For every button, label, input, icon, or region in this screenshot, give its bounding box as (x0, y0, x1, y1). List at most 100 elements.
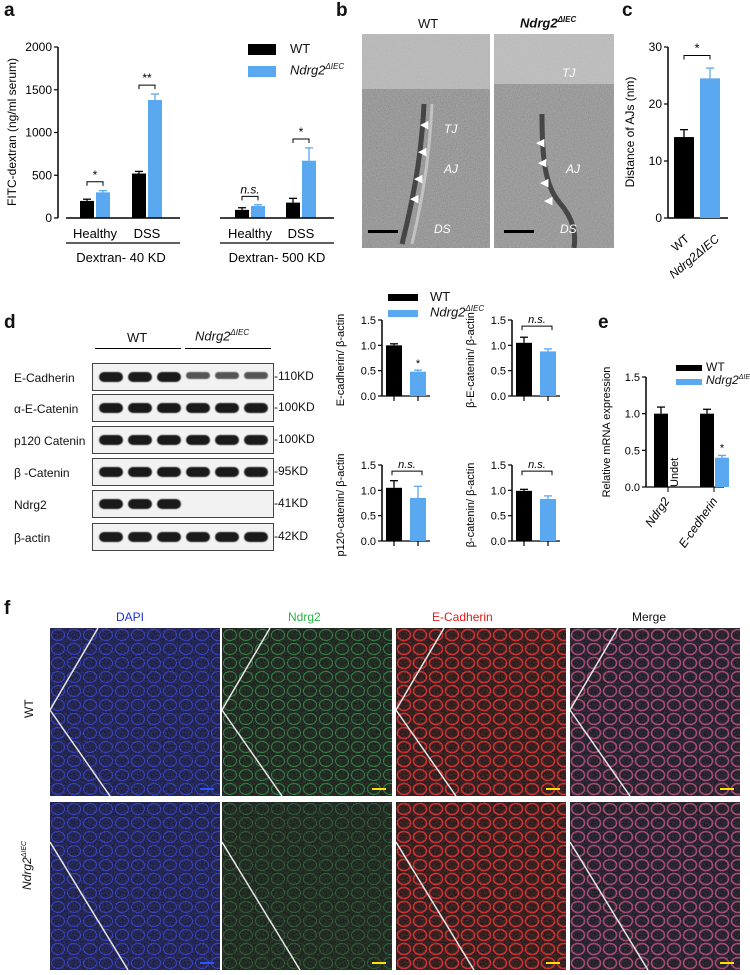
arrowhead-icon: ◀ (418, 146, 427, 158)
legend-ko-label: Ndrg2ΔIEC (290, 62, 345, 78)
legend-wt-label: WT (290, 41, 311, 56)
y-axis-label: p120-catenin/ β-actin (335, 454, 347, 557)
significance-bracket (138, 84, 156, 90)
y-tick-label: 0.0 (361, 536, 376, 548)
y-tick-label: 0.5 (361, 366, 376, 378)
bar-wt (674, 137, 694, 218)
arrowhead-icon: ◀ (420, 119, 429, 131)
blot-band (157, 435, 181, 445)
panel-label-c: c (622, 0, 633, 21)
blot-band (186, 372, 210, 379)
y-tick-label: 0.5 (361, 511, 376, 523)
significance-bracket (86, 181, 104, 186)
significance-label: * (416, 358, 421, 370)
if-row-wt: WT (22, 699, 36, 718)
significance-label: n.s. (240, 182, 259, 196)
x-category-label: Healthy (228, 226, 273, 241)
western-blot: WT Ndrg2ΔIEC E-Cadherin -110KD α-E-Catenin… (0, 320, 330, 580)
legend-wt-swatch (248, 44, 276, 55)
group-label-500: Dextran- 500 KD (229, 250, 326, 265)
if-col-dapi: DAPI (116, 610, 145, 624)
blot-group-wt: WT (127, 330, 148, 345)
bar-ko-1 (148, 100, 162, 218)
if-image-wt-ndrg2 (222, 628, 392, 796)
blot-band (157, 532, 181, 542)
significance-label: n.s. (528, 459, 546, 471)
y-tick-label: 30 (649, 40, 663, 54)
y-tick-label: 1.0 (361, 485, 376, 497)
em-image-wt: TJ AJ DS ◀ ◀ ◀ ◀ (362, 34, 490, 248)
em-ko-ds: DS (560, 222, 577, 236)
blot-band (186, 467, 210, 477)
blot-band (99, 467, 123, 477)
y-tick-label: 0.5 (491, 366, 506, 378)
panel-label-e: e (598, 312, 609, 333)
chart-d3: 0.0 0.5 1.0 1.5 p120-catenin/ β-actin n.s. (335, 454, 430, 557)
y-tick-label: 1.5 (625, 372, 640, 384)
y-tick-label: 0.0 (491, 536, 506, 548)
blot-band (99, 372, 123, 382)
bar-wt-2 (235, 209, 249, 218)
blot-size-label: -100KD (274, 400, 315, 414)
y-axis-label: β-E-catenin/ β-actin (465, 312, 477, 408)
bar-ko-1 (715, 457, 729, 487)
blot-band (244, 467, 268, 477)
legend-e-ko-swatch (676, 379, 702, 385)
blot-lane-strip (92, 363, 274, 391)
bar-ko (700, 78, 720, 218)
y-tick-label: 1.5 (491, 460, 506, 472)
bar-ko-3 (302, 160, 316, 218)
y-tick-label: 0.5 (625, 445, 640, 457)
bar-ko (540, 351, 556, 396)
bar-ko (410, 497, 426, 541)
arrowhead-icon: ◀ (536, 137, 545, 149)
legend-d: WT Ndrg2ΔIEC (388, 289, 498, 320)
legend-a: WT Ndrg2ΔIEC (248, 40, 344, 80)
arrowhead-icon: ◀ (410, 193, 419, 205)
blot-size-label: -100KD (274, 432, 315, 446)
significance-label: n.s. (528, 314, 546, 326)
arrowhead-icon: ◀ (544, 195, 553, 207)
blot-band (215, 435, 239, 445)
arrowhead-icon: ◀ (538, 157, 547, 169)
if-image-ko-ndrg2 (222, 802, 392, 970)
bar-wt (386, 487, 402, 541)
y-axis-label: Relative mRNA expression (601, 367, 613, 498)
blot-lane-strip (92, 523, 274, 551)
panel-label-b: b (336, 0, 348, 21)
significance-label: n.s. (398, 459, 416, 471)
legend-d-wt-swatch (388, 294, 418, 301)
blot-protein-label: E-Cadherin (14, 371, 75, 385)
em-image-ko: TJ AJ DS ◀ ◀ ◀ ◀ (494, 34, 614, 248)
blot-size-label: -110KD (274, 369, 314, 383)
significance-bracket (292, 138, 310, 144)
bar-wt (516, 490, 532, 541)
bar-ko (540, 498, 556, 541)
y-axis-label: E-cadherin/ β-actin (335, 314, 347, 407)
legend-ko-swatch (248, 66, 276, 77)
bar-wt (516, 342, 532, 396)
blot-group-line-wt (95, 348, 181, 349)
significance-bracket (391, 470, 423, 476)
if-image-wt-ecadherin (396, 628, 566, 796)
blot-size-label: -41KD (274, 496, 309, 510)
bar-ko (410, 371, 426, 396)
em-wt-tj: TJ (444, 122, 458, 136)
legend-d-wt-label: WT (430, 289, 451, 304)
significance-label: * (299, 125, 304, 139)
bar-wt-1 (132, 173, 146, 218)
significance-bracket (521, 470, 553, 476)
if-image-wt-dapi (50, 628, 220, 796)
legend-e-ko-label: Ndrg2ΔIEC (706, 373, 750, 387)
blot-band (186, 532, 210, 542)
significance-bracket (241, 195, 259, 201)
bar-ko-0 (96, 192, 110, 218)
y-axis-label: Distance of AJs (nm) (623, 77, 637, 188)
blot-group-line-ko (185, 348, 271, 349)
panel-label-a: a (4, 0, 15, 21)
blot-band (128, 467, 152, 477)
if-col-ecadherin: E-Cadherin (432, 610, 493, 624)
blot-band (128, 435, 152, 445)
if-image-ko-ecadherin (396, 802, 566, 970)
